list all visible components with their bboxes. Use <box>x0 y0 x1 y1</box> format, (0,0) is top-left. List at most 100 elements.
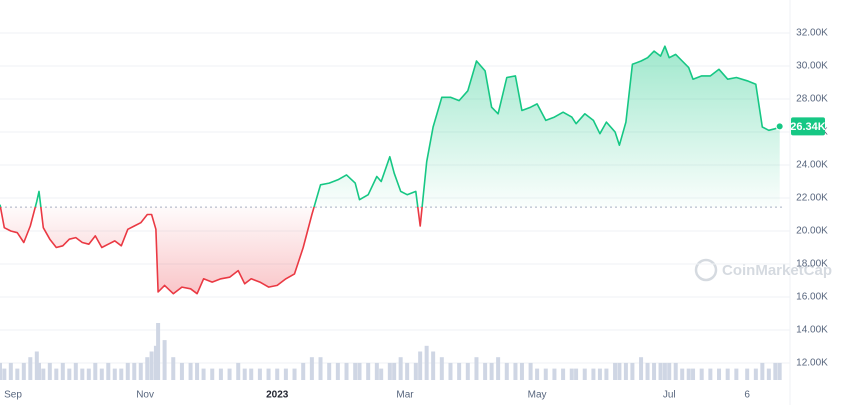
volume-bar <box>138 362 143 380</box>
y-tick-label: 22.00K <box>796 193 828 204</box>
watermark: CoinMarketCap <box>694 258 832 282</box>
volume-bar <box>604 368 609 380</box>
volume-bar <box>227 368 232 380</box>
volume-bar <box>36 362 41 380</box>
volume-bar <box>309 357 314 380</box>
volume-bar <box>569 368 574 380</box>
volume-bar <box>156 323 161 380</box>
volume-bar <box>54 368 59 380</box>
volume-bar <box>86 368 91 380</box>
volume-bar <box>171 357 176 380</box>
volume-bar <box>195 362 200 380</box>
volume-bar <box>519 362 524 380</box>
volume-bar <box>639 357 644 380</box>
volume-bar <box>67 368 72 380</box>
volume-bar <box>513 362 518 380</box>
volume-bar <box>725 368 730 380</box>
current-value-box <box>791 117 825 136</box>
volume-bar <box>28 357 33 380</box>
volume-bar <box>543 368 548 380</box>
volume-bar <box>418 351 423 380</box>
volume-bar <box>766 368 771 380</box>
current-point <box>775 122 784 131</box>
volume-bar <box>15 368 20 380</box>
volume-bar <box>2 368 7 380</box>
volume-bar <box>218 368 223 380</box>
y-tick-label: 30.00K <box>796 61 828 72</box>
volume-bar <box>623 362 628 380</box>
volume-bar <box>327 362 332 380</box>
volume-bar <box>662 362 667 380</box>
current-value-label: 26.34K <box>790 121 826 133</box>
volume-bar <box>21 362 26 380</box>
volume-bar <box>413 362 418 380</box>
volume-bar <box>374 362 379 380</box>
volume-bar <box>292 368 297 380</box>
volume-bar <box>387 362 392 380</box>
volume-bar <box>630 362 635 380</box>
volume-bar <box>574 368 579 380</box>
volume-bar <box>708 368 713 380</box>
volume-bar <box>257 368 262 380</box>
x-tick-label: 2023 <box>266 390 289 401</box>
volume-bar <box>777 362 782 380</box>
volume-bar <box>673 362 678 380</box>
volume-bar <box>405 362 410 380</box>
volume-bar <box>162 340 167 380</box>
volume-bar <box>283 368 288 380</box>
volume-bar <box>210 368 215 380</box>
volume-bar <box>528 362 533 380</box>
volume-bar <box>483 362 488 380</box>
volume-bar <box>47 362 52 380</box>
volume-bar <box>699 368 704 380</box>
volume-bar <box>680 368 685 380</box>
volume-bar <box>448 362 453 380</box>
volume-bar <box>80 368 85 380</box>
volume-bar <box>106 362 111 380</box>
volume-bar <box>489 362 494 380</box>
volume-bar <box>366 362 371 380</box>
volume-bar <box>301 362 306 380</box>
volume-bar <box>561 368 566 380</box>
volume-bar <box>424 345 429 380</box>
volume-bar <box>149 351 154 380</box>
price-line <box>0 45 781 295</box>
price-area <box>0 46 780 294</box>
volume-bar <box>353 362 358 380</box>
volume-bar <box>613 362 618 380</box>
volume-bar <box>398 357 403 380</box>
x-tick-label: Nov <box>136 390 154 401</box>
volume-bar <box>318 357 323 380</box>
y-tick-label: 24.00K <box>796 160 828 171</box>
volume-bar <box>379 368 384 380</box>
volume-bar <box>591 368 596 380</box>
volume-bar <box>275 368 280 380</box>
volume-bar <box>439 357 444 380</box>
volume-bar <box>357 362 362 380</box>
volume-bar <box>474 357 479 380</box>
volume-bar <box>266 368 271 380</box>
volume-bar <box>112 368 117 380</box>
volume-bar <box>93 362 98 380</box>
volume-bar <box>335 362 340 380</box>
x-tick-label: May <box>528 390 547 401</box>
volume-bar <box>535 368 540 380</box>
volume-bar <box>60 362 65 380</box>
volume-bar <box>504 362 509 380</box>
volume-bar <box>0 362 2 380</box>
volume-bar <box>34 351 39 380</box>
volume-bar <box>132 362 137 380</box>
volume-bar <box>145 357 150 380</box>
volume-bar <box>597 368 602 380</box>
volume-bar <box>201 368 206 380</box>
volume-bar <box>691 368 696 380</box>
y-tick-label: 32.00K <box>796 28 828 39</box>
volume-bar <box>179 362 184 380</box>
volume-bar <box>125 362 130 380</box>
y-tick-label: 12.00K <box>796 358 828 369</box>
volume-bar <box>652 362 657 380</box>
y-tick-label: 20.00K <box>796 226 828 237</box>
y-tick-label: 16.00K <box>796 292 828 303</box>
y-tick-label: 28.00K <box>796 94 828 105</box>
